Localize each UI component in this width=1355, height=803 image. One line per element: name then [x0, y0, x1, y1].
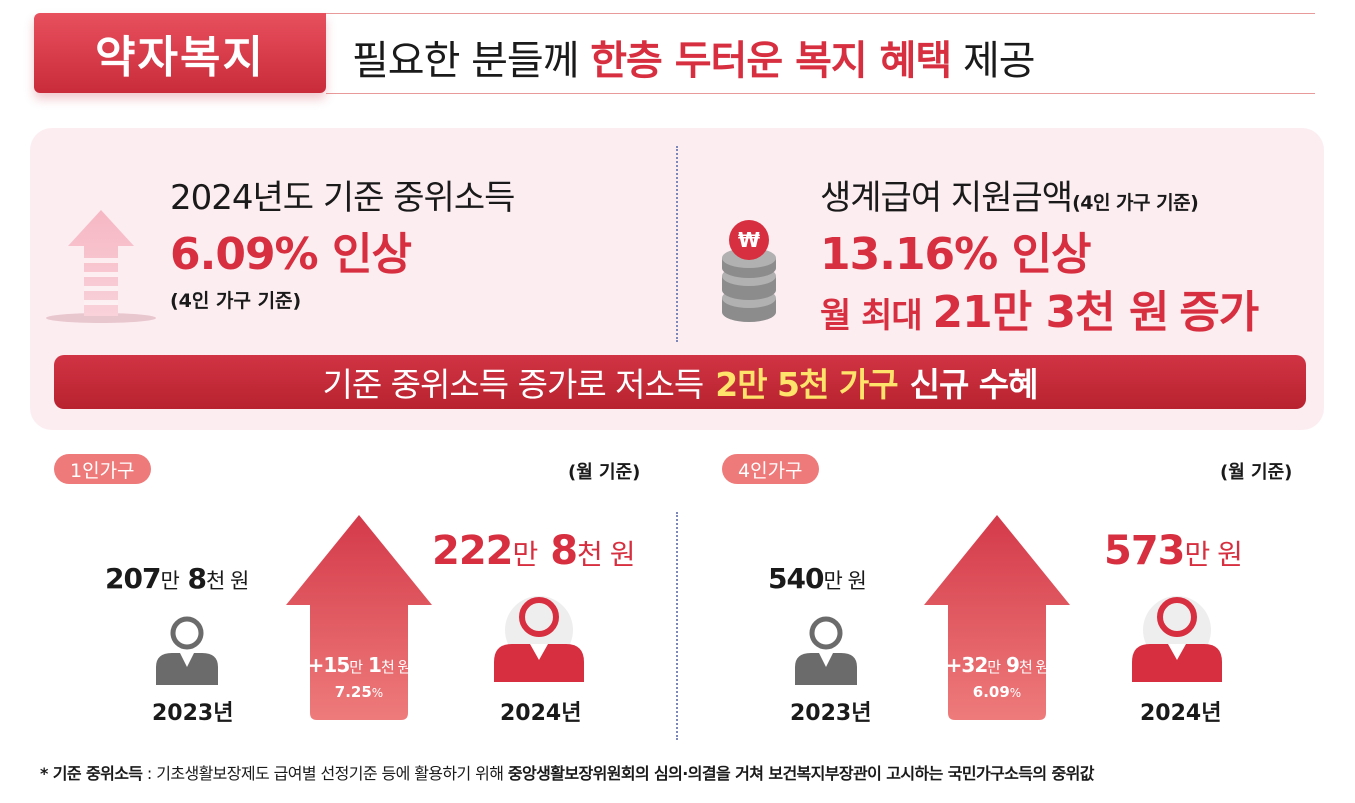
increase-4-num2: 9	[1006, 653, 1020, 677]
svg-text:₩: ₩	[738, 228, 760, 252]
year-old-1: 2023년	[152, 701, 234, 726]
rate-4-value: 6.09	[972, 683, 1010, 701]
monthly-note-4: (월 기준)	[1220, 462, 1293, 483]
old-amount-1-unit2: 천 원	[206, 569, 249, 593]
household-pill-4: 4인가구	[722, 454, 819, 484]
won-coins-icon: ₩	[722, 220, 776, 322]
increase-amount-4: +32만 9천 원	[924, 653, 1070, 677]
footnote-desc: 기초생활보장제도 급여별 선정기준 등에 활용하기 위해	[156, 764, 508, 783]
new-amount-4-unit1: 만 원	[1184, 538, 1243, 571]
monthly-pre: 월 최대	[820, 296, 923, 336]
lower-divider	[676, 512, 678, 740]
increase-arrow-icon	[286, 515, 432, 720]
increase-amount-1: +15만 1천 원	[286, 653, 432, 677]
right-monthly: 월 최대 21만 3천 원 증가	[820, 276, 1259, 340]
increase-4-num1: +32	[945, 653, 989, 677]
old-amount-4-unit1: 만 원	[823, 569, 866, 593]
footnote-colon: :	[142, 764, 157, 783]
section-tag: 약자복지	[34, 13, 326, 93]
new-amount-1-num1: 222	[432, 528, 513, 574]
increase-arrow-icon	[924, 515, 1070, 720]
person-new-icon	[1132, 596, 1222, 682]
banner-post: 신규 수혜	[909, 365, 1039, 404]
banner-highlight: 2만 5천 가구	[715, 365, 898, 404]
footnote: * 기준 중위소득 : 기초생활보장제도 급여별 선정기준 등에 활용하기 위해…	[40, 760, 1094, 784]
year-old-4: 2023년	[790, 701, 872, 726]
rate-4-unit: %	[1009, 686, 1022, 700]
rate-1-value: 7.25	[334, 683, 372, 701]
rate-1-unit: %	[371, 686, 384, 700]
increase-arrow-1: +15만 1천 원 7.25%	[286, 515, 432, 720]
old-amount-1-num2: 8	[187, 562, 208, 595]
new-amount-4-num1: 573	[1104, 528, 1185, 574]
person-old-icon	[156, 616, 218, 685]
left-sub: (4인 가구 기준)	[170, 290, 302, 312]
increase-4-unit1: 만	[987, 658, 1001, 676]
headline-pre: 필요한 분들께	[352, 38, 580, 84]
new-amount-1-unit1: 만	[512, 538, 539, 571]
increase-1-num1: +15	[307, 653, 351, 677]
monthly-amount: 21만 3천 원	[932, 287, 1170, 338]
footnote-desc-bold: 중앙생활보장위원회의 심의·의결을 거쳐 보건복지부장관이 고시하는 국민가구소…	[507, 764, 1095, 783]
old-amount-4-num1: 540	[768, 562, 824, 595]
old-amount-4: 540만 원	[768, 562, 867, 595]
beneficiary-banner: 기준 중위소득 증가로 저소득 2만 5천 가구 신규 수혜	[54, 355, 1306, 409]
right-title-small: (4인 가구 기준)	[1072, 192, 1199, 214]
increase-arrow-4: +32만 9천 원 6.09%	[924, 515, 1070, 720]
new-amount-4: 573만 원	[1104, 528, 1243, 574]
left-increase: 6.09% 인상	[170, 229, 412, 280]
footnote-term: * 기준 중위소득	[40, 764, 143, 783]
headline-post: 제공	[962, 38, 1036, 84]
old-amount-1: 207만 8천 원	[105, 562, 249, 595]
header-bottom-line	[326, 93, 1315, 94]
right-title: 생계급여 지원금액(4인 가구 기준)	[820, 170, 1199, 219]
household-pill-1: 1인가구	[54, 454, 151, 484]
increase-1-unit2: 천 원	[380, 658, 411, 676]
year-new-1: 2024년	[500, 701, 582, 726]
old-amount-1-num1: 207	[105, 562, 161, 595]
increase-1-num2: 1	[368, 653, 382, 677]
old-amount-1-unit1: 만	[160, 569, 179, 593]
right-increase: 13.16% 인상	[820, 229, 1092, 280]
monthly-post: 증가	[1179, 287, 1259, 338]
increase-rate-1: 7.25%	[286, 683, 432, 701]
increase-rate-4: 6.09%	[924, 683, 1070, 701]
monthly-note-1: (월 기준)	[568, 462, 641, 483]
new-amount-1-unit2: 천 원	[577, 538, 635, 571]
headline: 필요한 분들께 한층 두터운 복지 혜택 제공	[352, 28, 1036, 86]
increase-4-unit2: 천 원	[1018, 658, 1049, 676]
right-title-main: 생계급여 지원금액	[820, 178, 1073, 218]
person-new-icon	[494, 596, 584, 682]
banner-pre: 기준 중위소득 증가로 저소득	[322, 365, 704, 404]
header-top-line	[326, 13, 1315, 14]
person-old-icon	[795, 616, 857, 685]
panel-divider	[676, 146, 678, 342]
headline-highlight: 한층 두터운 복지 혜택	[590, 38, 952, 84]
new-amount-1: 222만 8천 원	[432, 528, 635, 574]
year-new-4: 2024년	[1140, 701, 1222, 726]
up-arrow-icon	[46, 210, 156, 323]
left-title: 2024년도 기준 중위소득	[170, 178, 515, 218]
new-amount-1-num2: 8	[550, 528, 578, 574]
increase-1-unit1: 만	[349, 658, 363, 676]
